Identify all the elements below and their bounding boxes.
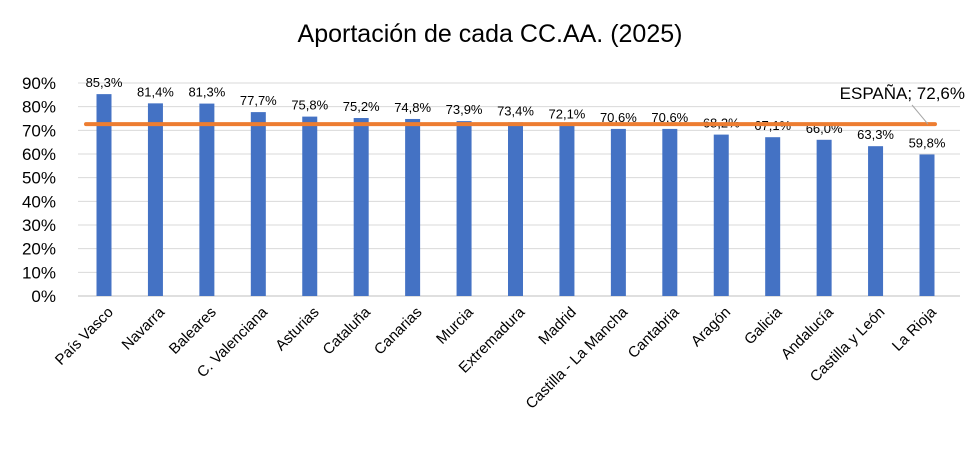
bar	[919, 154, 935, 296]
x-tick-label: Cataluña	[320, 303, 375, 358]
y-tick-label: 50%	[22, 169, 56, 188]
y-tick-label: 70%	[22, 121, 56, 140]
bar	[250, 112, 266, 296]
x-tick-label: Castilla - La Mancha	[522, 303, 631, 412]
data-label: 72,1%	[549, 106, 586, 121]
bar	[662, 128, 678, 296]
reference-label-leader	[911, 104, 929, 125]
x-tick-label: Aragón	[688, 304, 734, 350]
data-label: 75,8%	[291, 98, 328, 113]
bar	[508, 122, 523, 296]
data-label: 77,7%	[240, 93, 277, 108]
x-tick-label: Murcia	[433, 303, 477, 347]
data-label: 59,8%	[909, 135, 946, 150]
bar	[868, 146, 884, 296]
data-label: 74,8%	[394, 100, 431, 115]
data-label: 70,6%	[600, 110, 637, 125]
bar	[405, 118, 421, 297]
data-label: 85,3%	[86, 75, 123, 90]
data-label: 70,6%	[651, 110, 688, 125]
bar	[147, 103, 163, 296]
x-tick-label: Galicia	[741, 303, 786, 348]
x-tick-label: Madrid	[535, 304, 579, 348]
y-tick-label: 60%	[22, 145, 56, 164]
bar	[353, 118, 369, 296]
y-tick-label: 30%	[22, 216, 56, 235]
x-tick-label: La Rioja	[889, 303, 940, 354]
reference-line-group: ESPAÑA; 72,6%	[84, 84, 965, 127]
data-label: 81,3%	[188, 85, 225, 100]
bar	[559, 125, 575, 296]
chart-title: Aportación de cada CC.AA. (2025)	[298, 20, 683, 48]
y-tick-label: 80%	[22, 98, 56, 117]
bar	[816, 139, 832, 296]
x-tick-label: Asturias	[272, 304, 322, 354]
y-tick-label: 10%	[22, 263, 56, 282]
bar	[765, 137, 781, 296]
bar	[456, 121, 472, 296]
y-tick-label: 20%	[22, 240, 56, 259]
y-axis-tick-labels: 0% 10% 20% 30% 40% 50% 60% 70% 80% 90%	[22, 74, 56, 306]
reference-line-label: ESPAÑA; 72,6%	[840, 84, 965, 103]
x-tick-label: Baleares	[166, 304, 220, 358]
x-tick-label: Canarias	[371, 304, 425, 358]
bar	[199, 103, 215, 296]
bar	[610, 128, 626, 296]
bars	[96, 94, 935, 297]
x-tick-label: Navarra	[119, 303, 169, 353]
data-label: 63,3%	[857, 127, 894, 142]
y-tick-label: 90%	[22, 74, 56, 93]
bar	[96, 94, 112, 296]
bar	[713, 134, 729, 296]
data-label: 81,4%	[137, 84, 174, 99]
data-label: 73,9%	[446, 102, 483, 117]
y-tick-label: 40%	[22, 192, 56, 211]
x-tick-label: País Vasco	[52, 304, 117, 369]
data-label: 75,2%	[343, 99, 380, 114]
x-tick-label: Cantabria	[625, 303, 683, 361]
y-tick-label: 0%	[31, 287, 56, 306]
data-label: 73,4%	[497, 103, 534, 118]
bar	[302, 116, 318, 297]
